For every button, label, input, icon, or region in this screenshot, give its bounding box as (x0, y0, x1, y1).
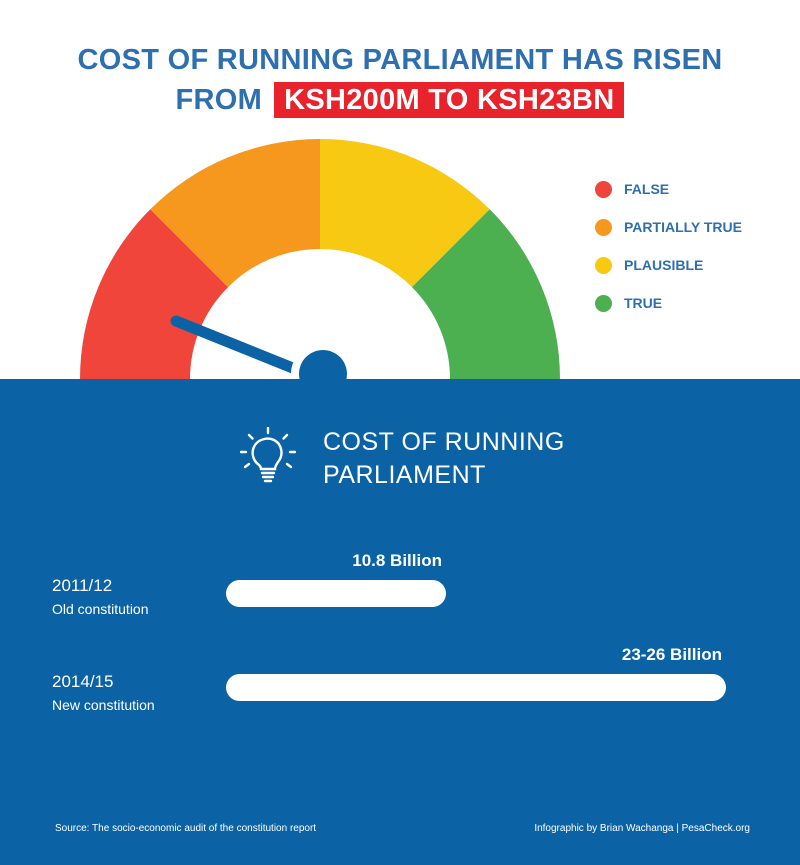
legend-item-false: FALSE (595, 170, 742, 208)
legend-item-partially-true: PARTIALLY TRUE (595, 208, 742, 246)
legend-label-true: TRUE (624, 295, 663, 311)
headline: COST OF RUNNING PARLIAMENT HAS RISEN FRO… (0, 40, 800, 120)
legend-dot-false (595, 180, 612, 198)
legend-dot-true (595, 294, 612, 312)
credit-note: Infographic by Brian Wachanga | PesaChec… (534, 823, 750, 834)
headline-highlight: KSH200M TO KSH23BN (274, 82, 625, 118)
legend-item-true: TRUE (595, 284, 742, 322)
bar-2014-15 (226, 674, 726, 701)
gauge-segment-false (80, 209, 229, 379)
category-note-2014-15: New constitution (52, 697, 155, 713)
data-panel (0, 379, 800, 865)
category-label-2011-12: 2011/12 (52, 576, 113, 595)
legend-item-plausible: PLAUSIBLE (595, 246, 742, 284)
gauge-legend: FALSE PARTIALLY TRUE PLAUSIBLE TRUE (595, 170, 742, 322)
gauge-segment-partially-true (150, 139, 320, 288)
value-label-2011-12: 10.8 Billion (352, 551, 442, 570)
legend-dot-partially-true (595, 218, 612, 236)
legend-dot-plausible (595, 256, 612, 274)
legend-label-false: FALSE (624, 181, 670, 197)
value-label-2014-15: 23-26 Billion (621, 645, 722, 664)
lightbulb-icon (240, 427, 296, 483)
gauge-segment-plausible (320, 139, 490, 288)
source-note: Source: The socio-economic audit of the … (55, 823, 317, 834)
gauge-segment-true (411, 209, 560, 379)
legend-label-plausible: PLAUSIBLE (624, 257, 704, 273)
headline-prefix: FROM (175, 84, 263, 116)
bar-2011-12 (226, 580, 446, 607)
legend-label-partially-true: PARTIALLY TRUE (624, 219, 742, 235)
headline-line1: COST OF RUNNING PARLIAMENT HAS RISEN (77, 44, 723, 76)
category-note-2011-12: Old constitution (52, 601, 149, 617)
category-label-2014-15: 2014/15 (52, 672, 114, 691)
section-title: COST OF RUNNING PARLIAMENT (323, 428, 565, 489)
